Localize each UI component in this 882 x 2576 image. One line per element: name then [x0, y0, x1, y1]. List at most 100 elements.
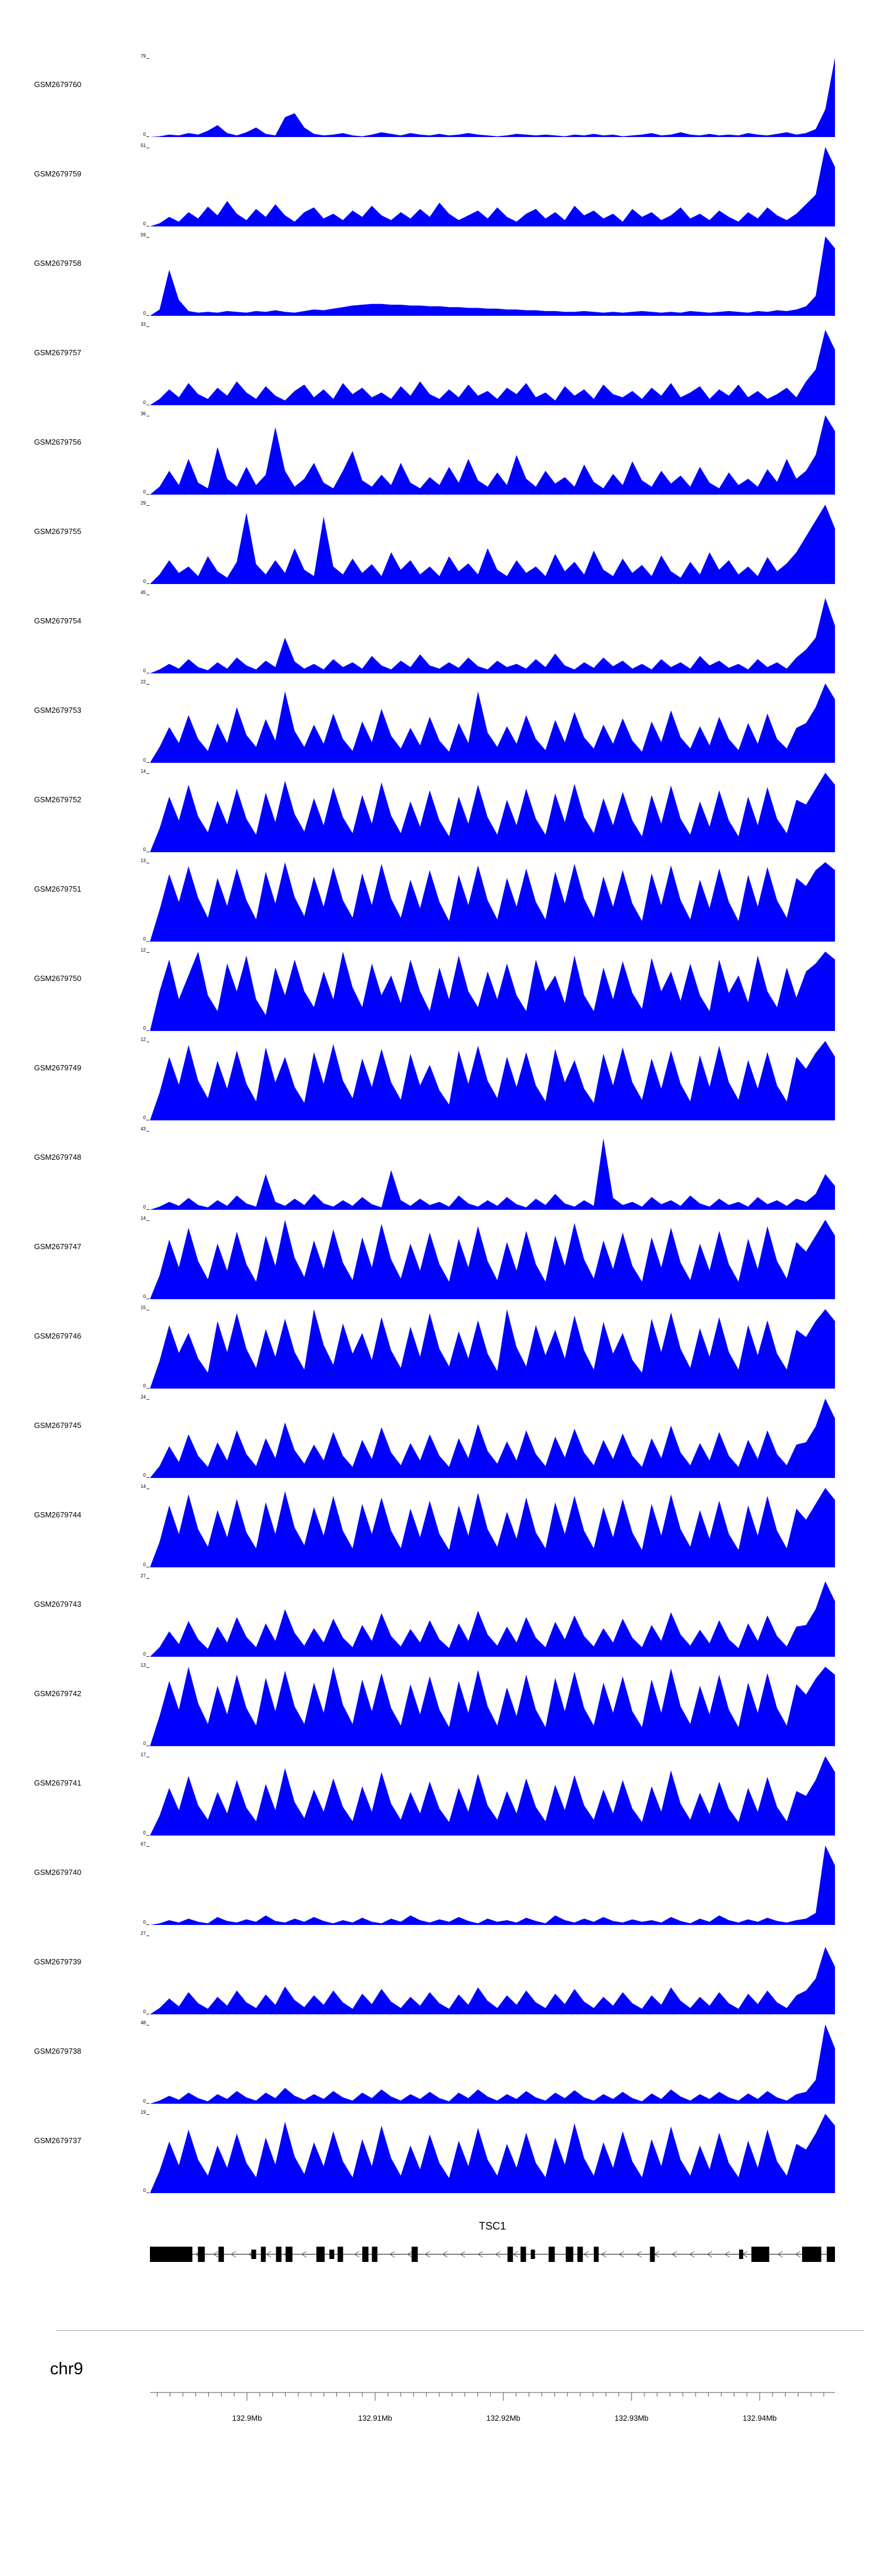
y-axis-zero-label: 0 — [143, 1562, 146, 1567]
exon-box — [507, 2247, 513, 2262]
coverage-track: GSM2679760 79 0 — [0, 53, 882, 142]
strand-direction-arrow-icon — [477, 2251, 483, 2258]
y-axis-max-label: 36 — [141, 411, 146, 416]
coverage-signal-plot — [150, 1488, 835, 1567]
coverage-signal-plot — [150, 58, 835, 137]
exon-box — [316, 2247, 325, 2262]
track-label: GSM2679741 — [34, 1778, 82, 1787]
coverage-area — [150, 1488, 835, 1567]
coverage-signal-plot — [150, 415, 835, 495]
exon-box — [739, 2250, 743, 2259]
y-axis-zero-label: 0 — [143, 2009, 146, 2014]
strand-direction-arrow-icon — [707, 2251, 713, 2258]
track-label: GSM2679744 — [34, 1510, 82, 1519]
coverage-track: GSM2679752 14 0 — [0, 768, 882, 857]
y-axis-zero-label: 0 — [143, 2098, 146, 2104]
track-label: GSM2679752 — [34, 795, 82, 804]
y-axis-zero-label: 0 — [143, 1473, 146, 1478]
exon-box — [827, 2247, 835, 2262]
y-axis-zero-label: 0 — [143, 2188, 146, 2193]
coverage-track: GSM2679741 17 0 — [0, 1751, 882, 1841]
y-axis-max-label: 43 — [141, 1126, 146, 1132]
track-label: GSM2679759 — [34, 169, 82, 178]
y-axis-zero-label: 0 — [143, 1830, 146, 1836]
coverage-track: GSM2679749 12 0 — [0, 1036, 882, 1126]
y-axis-max-label: 27 — [141, 1931, 146, 1936]
y-axis-max-label: 22 — [141, 679, 146, 685]
coverage-signal-plot — [150, 773, 835, 852]
track-label: GSM2679746 — [34, 1332, 82, 1340]
y-axis-zero-label: 0 — [143, 1294, 146, 1299]
coverage-area — [150, 952, 835, 1031]
y-axis-tick — [146, 1220, 149, 1221]
coverage-signal-plot — [150, 505, 835, 584]
exon-box — [372, 2247, 377, 2262]
coverage-track: GSM2679744 14 0 — [0, 1483, 882, 1573]
strand-direction-arrow-icon — [619, 2251, 624, 2258]
coverage-area — [150, 2114, 835, 2193]
coverage-area — [150, 1220, 835, 1299]
chromosome-label: chr9 — [50, 2360, 83, 2378]
y-axis-max-label: 14 — [141, 1484, 146, 1489]
coverage-signal-plot — [150, 1667, 835, 1746]
coverage-track: GSM2679739 27 0 — [0, 1930, 882, 2020]
y-axis-tick — [146, 1846, 149, 1847]
y-axis-tick — [146, 1656, 149, 1657]
y-axis-max-label: 27 — [141, 1573, 146, 1579]
y-axis-max-label: 48 — [141, 2020, 146, 2026]
coverage-area — [150, 147, 835, 226]
coverage-area — [150, 1399, 835, 1478]
track-label: GSM2679747 — [34, 1242, 82, 1251]
y-axis-zero-label: 0 — [143, 847, 146, 852]
y-axis-tick — [146, 494, 149, 495]
coverage-track: GSM2679759 51 0 — [0, 142, 882, 232]
coverage-area — [150, 415, 835, 495]
y-axis-max-label: 29 — [141, 500, 146, 506]
y-axis-tick — [146, 237, 149, 238]
strand-direction-arrow-icon — [460, 2251, 466, 2258]
strand-direction-arrow-icon — [689, 2251, 695, 2258]
y-axis-max-label: 59 — [141, 232, 146, 238]
gene-name-label: TSC1 — [479, 2220, 506, 2232]
y-axis-tick — [146, 762, 149, 763]
coverage-track: GSM2679758 59 0 — [0, 232, 882, 321]
y-axis-max-label: 45 — [141, 590, 146, 595]
y-axis-tick — [146, 1209, 149, 1210]
coverage-signal-plot — [150, 2024, 835, 2104]
y-axis-tick — [146, 2025, 149, 2026]
coverage-track: GSM2679747 14 0 — [0, 1215, 882, 1304]
track-label: GSM2679740 — [34, 1868, 82, 1877]
y-axis-max-label: 33 — [141, 322, 146, 327]
coverage-area — [150, 598, 835, 673]
coverage-signal-plot — [150, 1947, 835, 2014]
strand-direction-arrow-icon — [354, 2251, 360, 2258]
ruler-tick-label: 132.9Mb — [232, 2414, 262, 2422]
y-axis-max-label: 19 — [141, 2110, 146, 2115]
y-axis-max-label: 12 — [141, 947, 146, 953]
y-axis-zero-label: 0 — [143, 936, 146, 942]
y-axis-tick — [146, 1388, 149, 1389]
exon-box — [412, 2247, 418, 2262]
coverage-track: GSM2679738 48 0 — [0, 2020, 882, 2109]
strand-direction-arrow-icon — [407, 2251, 413, 2258]
track-label: GSM2679756 — [34, 438, 82, 446]
gene-model-diagram — [150, 2247, 835, 2262]
y-axis-max-label: 14 — [141, 769, 146, 774]
track-label: GSM2679737 — [34, 2136, 82, 2145]
coverage-area — [150, 1581, 835, 1657]
strand-direction-arrow-icon — [266, 2251, 272, 2258]
coverage-track: GSM2679740 67 0 — [0, 1841, 882, 1930]
exon-box — [198, 2247, 205, 2262]
strand-direction-arrow-icon — [213, 2251, 219, 2258]
strand-direction-arrow-icon — [513, 2251, 519, 2258]
gene-model-panel: TSC1 — [0, 2220, 882, 2297]
y-axis-tick — [146, 1477, 149, 1478]
exon-box — [362, 2247, 369, 2262]
coverage-area — [150, 2024, 835, 2104]
strand-direction-arrow-icon — [389, 2251, 395, 2258]
y-axis-zero-label: 0 — [143, 221, 146, 226]
strand-direction-arrow-icon — [230, 2251, 236, 2258]
track-label: GSM2679757 — [34, 348, 82, 357]
y-axis-zero-label: 0 — [143, 1920, 146, 1925]
y-axis-tick — [146, 583, 149, 584]
